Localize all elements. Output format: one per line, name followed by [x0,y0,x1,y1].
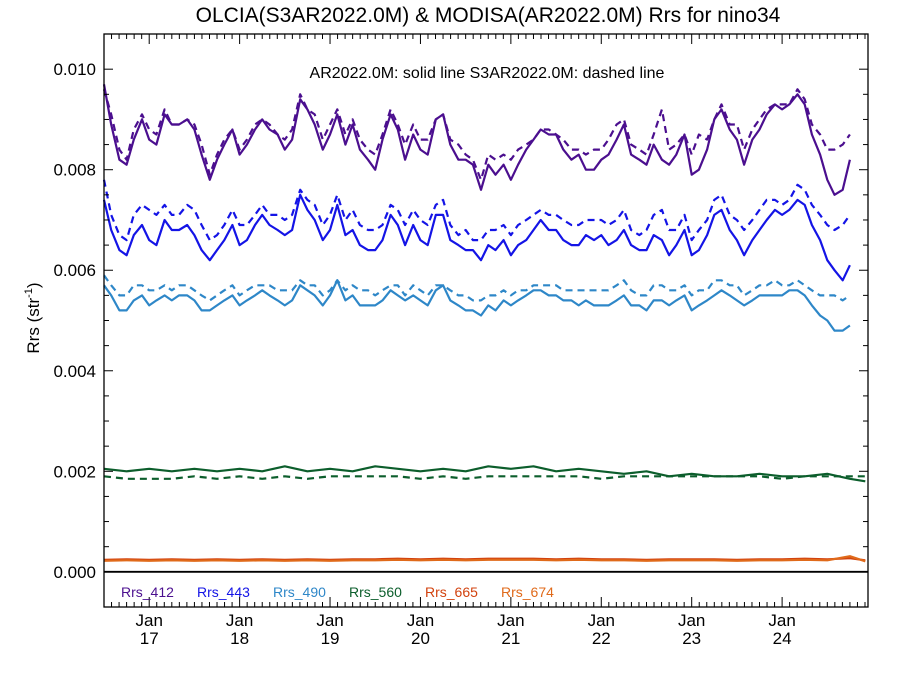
series-line-rrs-490-solid [103,279,851,332]
plot-marks [102,84,866,563]
x-tick-label-month: Jan [135,611,162,630]
legend-entry-rrs-665: Rrs_665 [425,584,478,600]
x-tick-label-month: Jan [226,611,253,630]
legend-entry-rrs-560: Rrs_560 [349,584,402,600]
y-tick-label: 0.010 [53,60,96,79]
series-line-rrs-412-dashed [102,88,851,181]
series-line-rrs-443-solid [102,193,851,282]
x-tick-label-year: 17 [140,629,159,648]
x-tick-label-year: 21 [501,629,520,648]
series-line-rrs-560-dashed [103,475,866,480]
y-tick-label: 0.000 [53,563,96,582]
x-tick-label-month: Jan [407,611,434,630]
x-tick-label-year: 24 [773,629,792,648]
series-line-rrs-443-dashed [102,179,851,242]
y-axis-label-close: ) [24,282,43,288]
legend-entry-rrs-490: Rrs_490 [273,584,326,600]
series-line-rrs-674-solid [103,555,866,563]
y-axis-label-main: Rrs (str [24,298,43,354]
x-tick-label-month: Jan [316,611,343,630]
legend: Rrs_412 Rrs_443 Rrs_490 Rrs_560 Rrs_665 Rrs_6… [121,584,554,600]
y-tick-label: 0.006 [53,261,96,280]
series-line-rrs-490-dashed [103,274,851,302]
x-tick-label-year: 22 [592,629,611,648]
y-tick-label: 0.002 [53,462,96,481]
legend-entry-rrs-412: Rrs_412 [121,584,174,600]
chart-subtitle: AR2022.0M: solid line S3AR2022.0M: dashe… [310,65,665,82]
x-tick-label-month: Jan [497,611,524,630]
x-tick-label-year: 18 [230,629,249,648]
chart-title: OLCIA(S3AR2022.0M) & MODISA(AR2022.0M) R… [196,4,781,27]
y-axis-label-sup: -1 [23,288,35,298]
x-tick-label-month: Jan [678,611,705,630]
x-tick-label-month: Jan [588,611,615,630]
axes: 0.0000.0020.0040.0060.0080.010Jan17Jan18… [53,33,869,648]
plot-frame [103,33,869,608]
legend-entry-rrs-674: Rrs_674 [501,584,554,600]
x-tick-label-year: 19 [321,629,340,648]
legend-entry-rrs-443: Rrs_443 [197,584,250,600]
x-tick-label-year: 20 [411,629,430,648]
y-tick-label: 0.004 [53,362,96,381]
x-tick-label-month: Jan [768,611,795,630]
series-line-rrs-412-solid [102,84,851,196]
y-axis-label: Rrs (str-1) [23,282,43,353]
y-tick-label: 0.008 [53,161,96,180]
x-tick-label-year: 23 [682,629,701,648]
